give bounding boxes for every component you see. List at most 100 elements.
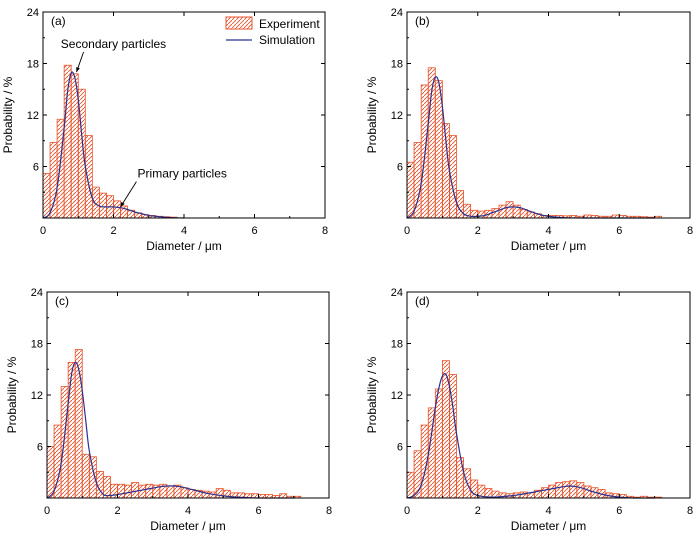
bar-10	[477, 210, 486, 219]
bar-19	[180, 487, 189, 499]
y-axis-title: Probability / %	[365, 356, 379, 433]
x-tick-label: 4	[545, 225, 551, 237]
bar-20	[187, 489, 196, 499]
x-tick-label: 2	[114, 505, 120, 517]
bar-20	[548, 484, 556, 499]
annotation-primary-particles: Primary particles	[138, 167, 227, 181]
x-tick-label: 2	[110, 225, 116, 237]
x-tick-label: 8	[326, 505, 332, 517]
bar-25	[583, 485, 592, 499]
y-tick-label: 24	[27, 7, 39, 19]
y-axis-title: Probability / %	[1, 76, 15, 153]
x-axis-title: Diameter / μm	[150, 519, 226, 533]
y-tick-label: 6	[37, 442, 43, 454]
annotation-secondary-particles: Secondary particles	[61, 37, 166, 51]
x-tick-label: 4	[545, 505, 551, 517]
x-axis-title: Diameter / μm	[146, 239, 222, 253]
y-tick-label: 6	[33, 162, 39, 174]
y-tick-label: 24	[391, 287, 403, 299]
panel-label: (a)	[51, 14, 66, 28]
bar-4	[434, 388, 443, 499]
x-tick-label: 4	[185, 505, 191, 517]
x-tick-label: 6	[255, 505, 261, 517]
legend: Experiment Simulation	[225, 16, 320, 47]
x-tick-label: 6	[616, 505, 622, 517]
y-tick-label: 18	[391, 59, 403, 71]
bar-0	[406, 471, 415, 499]
y-tick-label: 12	[391, 110, 403, 122]
bar-3	[67, 361, 76, 499]
bar-10	[113, 200, 121, 219]
x-tick-label: 8	[687, 505, 693, 517]
x-tick-label: 0	[404, 505, 410, 517]
bar-23	[569, 480, 578, 499]
bar-12	[131, 482, 140, 499]
bar-7	[91, 186, 100, 219]
y-tick-label: 24	[391, 7, 403, 19]
bar-0	[42, 172, 51, 219]
x-tick-label: 0	[40, 225, 46, 237]
bar-17	[166, 485, 175, 499]
y-tick-label: 12	[27, 110, 39, 122]
annotations: Secondary particles Primary particles	[61, 37, 227, 208]
y-tick-label: 12	[31, 390, 43, 402]
y-tick-label: 12	[391, 390, 403, 402]
x-tick-label: 2	[475, 505, 481, 517]
legend-label-experiment: Experiment	[259, 17, 320, 31]
bar-13	[498, 204, 507, 219]
bar-14	[505, 201, 514, 219]
bar-0	[406, 161, 415, 219]
bar-13	[138, 484, 147, 499]
bar-2	[60, 386, 69, 499]
x-tick-label: 6	[251, 225, 257, 237]
y-tick-label: 18	[391, 339, 403, 351]
y-tick-label: 6	[397, 442, 403, 454]
y-axis-title: Probability / %	[5, 356, 19, 433]
curve-simulation	[42, 71, 185, 219]
bars-experiment	[46, 349, 302, 499]
bar-8	[99, 192, 107, 219]
y-axis-title: Probability / %	[365, 76, 379, 153]
panel-label: (d)	[415, 294, 430, 308]
bar-7	[456, 457, 464, 499]
curve-simulation	[406, 372, 655, 499]
x-tick-label: 8	[322, 225, 328, 237]
x-tick-label: 4	[181, 225, 187, 237]
bar-10	[117, 483, 125, 499]
bar-21	[555, 482, 564, 499]
x-axis-title: Diameter / μm	[511, 239, 587, 253]
legend-label-simulation: Simulation	[259, 33, 315, 47]
x-axis-title: Diameter / μm	[511, 519, 587, 533]
annotation-arrowhead	[120, 201, 125, 207]
bar-22	[562, 481, 571, 499]
annotation-arrowhead	[76, 67, 80, 73]
y-tick-label: 24	[31, 287, 43, 299]
x-tick-label: 0	[44, 505, 50, 517]
panel-label: (b)	[415, 14, 430, 28]
curve-simulation	[406, 76, 655, 219]
bar-3	[427, 407, 436, 499]
x-tick-label: 0	[404, 225, 410, 237]
bar-14	[145, 483, 154, 499]
bar-6	[84, 135, 93, 219]
y-tick-label: 18	[31, 339, 43, 351]
bar-1	[49, 142, 58, 219]
y-tick-label: 18	[27, 59, 39, 71]
bars-experiment	[406, 360, 663, 499]
x-tick-label: 8	[687, 225, 693, 237]
x-tick-label: 2	[475, 225, 481, 237]
panel-label: (c)	[55, 294, 69, 308]
bar-33	[279, 493, 288, 499]
bars-experiment	[406, 67, 663, 219]
annotation-arrow	[120, 181, 137, 208]
bar-11	[124, 484, 133, 499]
y-tick-label: 6	[397, 162, 403, 174]
